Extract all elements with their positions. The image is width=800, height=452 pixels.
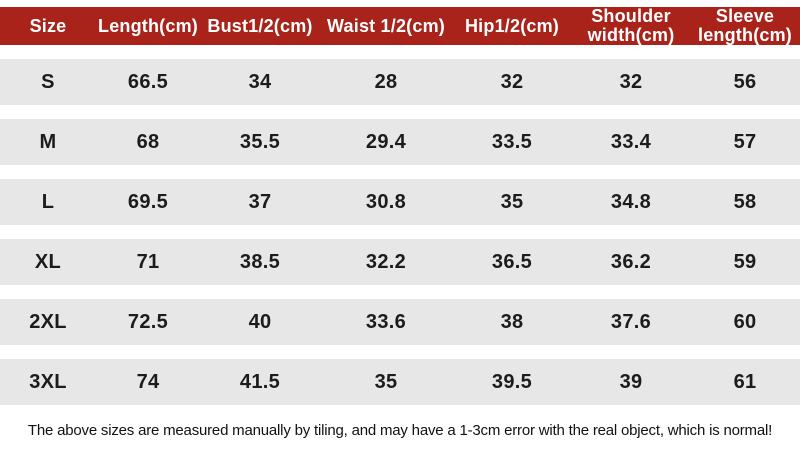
hip-cell: 39.5 [491,370,533,393]
waist-cell: 29.4 [365,130,407,153]
table-row-m: M 68 35.5 29.4 33.5 33.4 57 [0,119,800,165]
table-header-row: Size Length(cm) Bust1/2(cm) Waist 1/2(cm… [0,7,800,45]
shoulder-width-cell: 33.4 [610,130,652,153]
size-cell: M [39,130,57,153]
bust-cell: 34 [248,70,272,93]
table-row-s: S 66.5 34 28 32 32 56 [0,59,800,105]
length-cell: 69.5 [127,190,169,213]
header-cell-size: Size [29,15,67,36]
header-cell-hip: Hip1/2(cm) [464,15,560,36]
header-cell-bust: Bust1/2(cm) [207,15,313,36]
bust-cell: 41.5 [239,370,281,393]
header-cell-waist: Waist 1/2(cm) [327,15,445,36]
bust-cell: 35.5 [239,130,281,153]
waist-cell: 35 [374,370,398,393]
table-row-xl: XL 71 38.5 32.2 36.5 36.2 59 [0,239,800,285]
header-cell-shoulder-width: Shoulder width(cm) [587,6,675,45]
table-row-2xl: 2XL 72.5 40 33.6 38 37.6 60 [0,299,800,345]
sleeve-length-cell: 56 [733,70,757,93]
size-cell: 2XL [29,310,67,333]
length-cell: 68 [136,130,160,153]
sleeve-length-cell: 57 [733,130,757,153]
size-cell: S [41,70,55,93]
hip-cell: 36.5 [491,250,533,273]
table-row-l: L 69.5 37 30.8 35 34.8 58 [0,179,800,225]
sleeve-length-cell: 59 [733,250,757,273]
waist-cell: 32.2 [365,250,407,273]
waist-cell: 30.8 [365,190,407,213]
hip-cell: 32 [500,70,524,93]
size-cell: 3XL [29,370,67,393]
table-row-3xl: 3XL 74 41.5 35 39.5 39 61 [0,359,800,405]
shoulder-width-cell: 34.8 [610,190,652,213]
size-chart-table: Size Length(cm) Bust1/2(cm) Waist 1/2(cm… [0,7,800,405]
measurement-disclaimer-note: The above sizes are measured manually by… [27,422,773,439]
shoulder-width-cell: 32 [619,70,643,93]
shoulder-width-cell: 39 [619,370,643,393]
waist-cell: 33.6 [365,310,407,333]
waist-cell: 28 [374,70,398,93]
bust-cell: 37 [248,190,272,213]
bust-cell: 40 [248,310,272,333]
sleeve-length-cell: 61 [733,370,757,393]
size-cell: L [41,190,55,213]
length-cell: 71 [136,250,160,273]
hip-cell: 38 [500,310,524,333]
sleeve-length-cell: 60 [733,310,757,333]
size-cell: XL [34,250,62,273]
shoulder-width-cell: 36.2 [610,250,652,273]
bust-cell: 38.5 [239,250,281,273]
header-cell-sleeve-length: Sleeve length(cm) [698,6,792,45]
length-cell: 66.5 [127,70,169,93]
hip-cell: 35 [500,190,524,213]
hip-cell: 33.5 [491,130,533,153]
shoulder-width-cell: 37.6 [610,310,652,333]
length-cell: 72.5 [127,310,169,333]
length-cell: 74 [136,370,160,393]
sleeve-length-cell: 58 [733,190,757,213]
header-cell-length: Length(cm) [98,15,198,36]
